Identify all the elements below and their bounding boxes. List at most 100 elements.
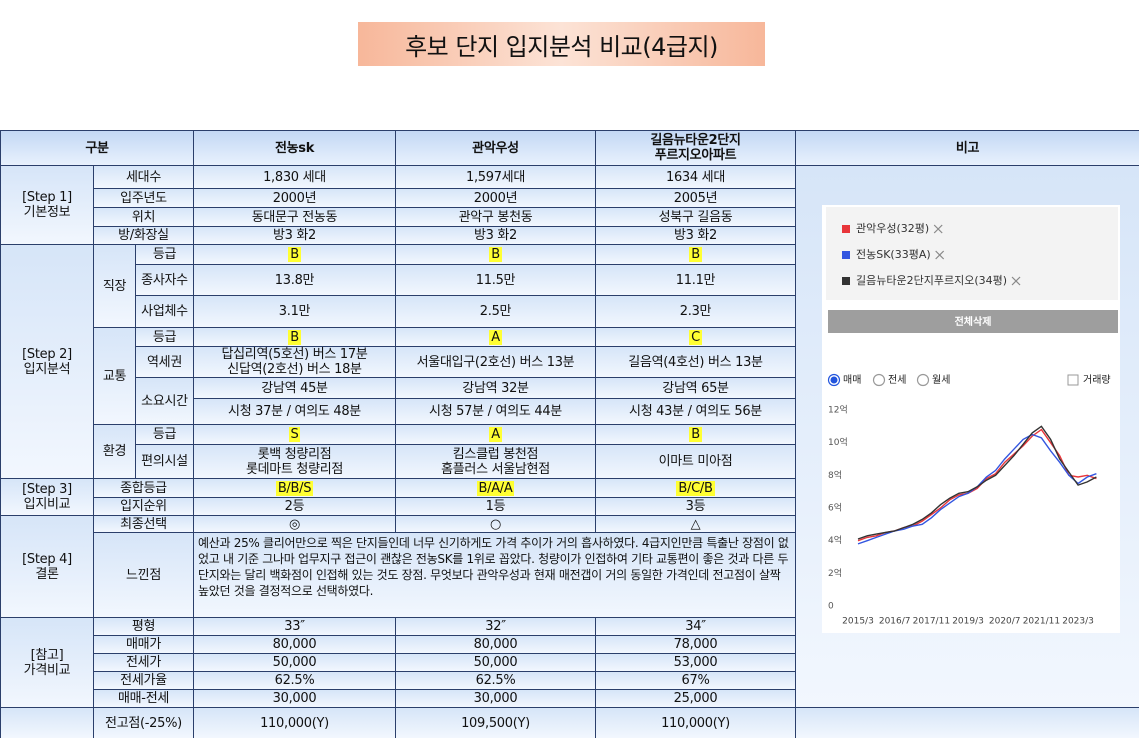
- value-cell: 34″: [595, 617, 796, 636]
- value-cell: B: [395, 244, 596, 265]
- price-line: [857, 425, 1097, 540]
- cell-text: 매매-전세: [117, 691, 170, 706]
- cell-text: 서울대입구(2호선) 버스 13분: [416, 354, 575, 370]
- legend-label[interactable]: 전농SK(33평A): [856, 248, 931, 261]
- cell-text: [참고]: [30, 647, 64, 663]
- cell-text: 3.1만: [278, 304, 311, 319]
- legend-label[interactable]: 관악우성(32평): [856, 222, 929, 235]
- value-cell: 110,000(Y): [193, 707, 396, 738]
- cell-text: 소요시간: [141, 393, 188, 409]
- cell-text: B: [489, 247, 502, 262]
- x-tick-label: 2016/7: [879, 617, 911, 627]
- cell-text: 전세가: [126, 655, 161, 670]
- row-label: 최종선택: [93, 515, 194, 533]
- cell-text: 2000년: [473, 190, 518, 206]
- remove-icon[interactable]: [933, 224, 943, 234]
- cell-text: 종합등급: [120, 480, 167, 496]
- value-cell: 32″: [395, 617, 596, 636]
- legend-marker: [842, 251, 850, 259]
- cell-text: 30,000: [473, 691, 518, 706]
- value-cell: B/B/S: [193, 478, 396, 498]
- value-cell: 30,000: [193, 689, 396, 708]
- x-tick-label: 2021/11: [1023, 617, 1060, 627]
- price-chart-panel: 관악우성(32평) 전농SK(33평A) 길음뉴타운2단지푸르지오(34평) 전체삭제…: [822, 205, 1120, 633]
- x-tick-label: 2020/7: [989, 617, 1021, 627]
- cell-text: 1634 세대: [665, 169, 726, 185]
- value-cell: C: [595, 327, 796, 347]
- cell-text: 입지비교: [23, 497, 71, 512]
- row-label: 편의시설: [135, 444, 194, 479]
- legend-marker: [842, 277, 850, 285]
- cell-text: B: [288, 329, 301, 345]
- legend-label[interactable]: 길음뉴타운2단지푸르지오(34평): [856, 274, 1007, 287]
- value-cell: 80,000: [193, 635, 396, 654]
- row-label: 매매-전세: [93, 689, 194, 708]
- cell-text: 시청 57분 / 여의도 44분: [429, 404, 562, 419]
- value-cell: 1,597세대: [395, 165, 596, 189]
- row-label: 전고점(-25%): [93, 707, 194, 738]
- cell-text: 관악우성: [472, 140, 519, 156]
- cell-text: 방/화장실: [118, 228, 169, 243]
- row-label: 등급: [135, 327, 194, 347]
- cell-text: 방3 화2: [673, 228, 718, 243]
- value-cell: 50,000: [193, 653, 396, 672]
- value-cell: 11.1만: [595, 264, 796, 296]
- value-cell: 시청 43분 / 여의도 56분: [595, 398, 796, 425]
- value-cell: 2.5만: [395, 295, 596, 328]
- radio[interactable]: [872, 373, 886, 387]
- value-cell: 2000년: [395, 188, 596, 208]
- value-cell: 이마트 미아점: [595, 444, 796, 479]
- cell-text: 롯백 청량리점: [257, 446, 332, 462]
- cell-text: 전세가율: [120, 673, 167, 688]
- cell-text: 길음역(4호선) 버스 13분: [628, 354, 763, 370]
- radio[interactable]: [916, 373, 930, 387]
- value-cell: A: [395, 327, 596, 347]
- cell-text: 등급: [152, 329, 177, 345]
- value-cell: B: [193, 327, 396, 347]
- cell-text: 홈플러스 서울남현점: [441, 461, 550, 477]
- cell-text: 11.1만: [675, 272, 716, 288]
- value-cell: 관악구 봉천동: [395, 207, 596, 227]
- delete-all-button[interactable]: [828, 310, 1118, 333]
- cell-text: 80,000: [473, 637, 518, 652]
- value-cell: 110,000(Y): [595, 707, 796, 738]
- value-cell: 성북구 길음동: [595, 207, 796, 227]
- cell-text: [Step 3]: [22, 482, 72, 497]
- row-label: 전세가: [93, 653, 194, 672]
- title-text: 후보 단지 입지분석 비교(4급지): [405, 32, 718, 61]
- value-cell: 80,000: [395, 635, 596, 654]
- value-cell: 답십리역(5호선) 버스 17분 신답역(2호선) 버스 18분: [193, 346, 396, 378]
- remove-icon[interactable]: [1011, 276, 1021, 286]
- cell-text: ○: [489, 516, 502, 532]
- value-cell: 53,000: [595, 653, 796, 672]
- cell-text: 최종선택: [120, 516, 167, 532]
- cell-text: 등급: [152, 247, 177, 262]
- cell-text: A: [489, 427, 502, 442]
- checkbox-label: 거래량: [1083, 374, 1111, 386]
- cell-text: 2000년: [272, 190, 317, 206]
- step-label: [Step 4] 결론: [0, 515, 94, 618]
- cell-text: 직장: [102, 278, 127, 294]
- remove-icon[interactable]: [935, 250, 945, 260]
- cell-text: 강남역 65분: [662, 380, 729, 396]
- cell-text: 성북구 길음동: [658, 209, 733, 225]
- cell-text: 위치: [131, 209, 156, 225]
- y-tick-label: 12억: [828, 404, 848, 416]
- row-label: 느낀점: [93, 532, 194, 618]
- value-cell: B/C/B: [595, 478, 796, 498]
- cell-text: 입지분석: [23, 361, 71, 377]
- value-cell: 1등: [395, 497, 596, 516]
- cell-text: B: [288, 247, 301, 262]
- delete-all-label: 전체삭제: [955, 315, 992, 328]
- cell-text: B: [689, 247, 702, 262]
- value-cell: 62.5%: [193, 671, 396, 690]
- row-label: 위치: [93, 207, 194, 227]
- value-cell: 3등: [595, 497, 796, 516]
- cell-text: 예산과 25% 클리어만으로 찍은 단지들인데 너무 신기하게도 가격 추이가 …: [198, 536, 789, 598]
- y-tick-label: 8억: [828, 469, 842, 481]
- value-cell: 67%: [595, 671, 796, 690]
- row-label: 평형: [93, 617, 194, 636]
- checkbox[interactable]: [1067, 374, 1079, 386]
- value-cell: 11.5만: [395, 264, 596, 296]
- y-tick-label: 6억: [828, 502, 842, 514]
